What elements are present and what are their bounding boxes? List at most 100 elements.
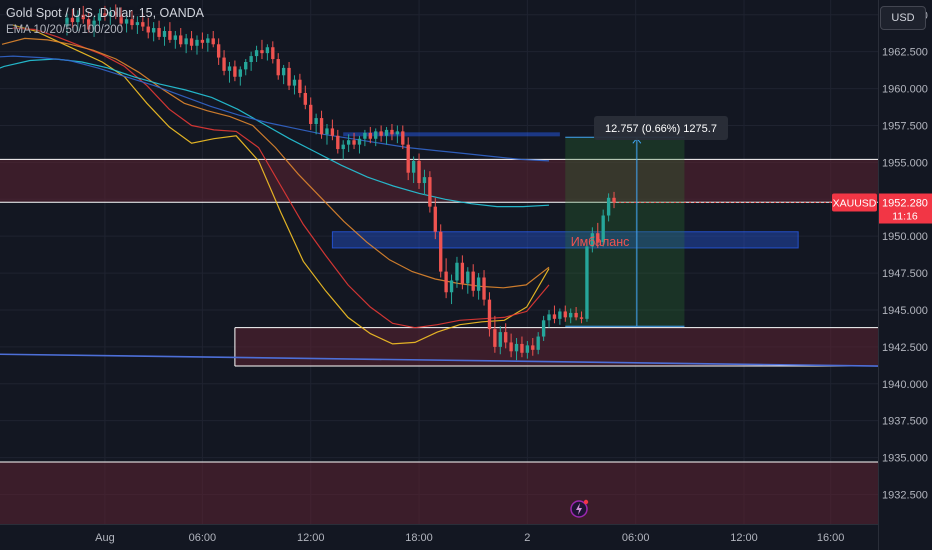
price-tick-6: 1947.500 — [882, 268, 928, 280]
candle-body-13 — [135, 22, 140, 26]
candle-body-29 — [222, 57, 226, 71]
candle-body-35 — [254, 50, 259, 57]
candle-body-68 — [433, 206, 437, 232]
candle-body-18 — [162, 30, 167, 37]
ema-line-2 — [1, 37, 550, 289]
candle-body-50 — [336, 135, 340, 150]
zone-fill-0 — [0, 159, 878, 203]
time-tick-6: 12:00 — [730, 532, 758, 544]
chart-title: Gold Spot / U.S. Dollar, 15, OANDA — [6, 6, 204, 20]
currency-button[interactable]: USD — [880, 6, 926, 30]
candle-body-89 — [547, 314, 551, 321]
candle-body-23 — [189, 38, 194, 46]
candle-body-12 — [130, 19, 134, 26]
ema-lines — [0, 24, 879, 367]
candle-body-1 — [70, 17, 75, 23]
candle-body-66 — [422, 177, 427, 184]
candle-body-17 — [157, 28, 161, 37]
candle-body-14 — [141, 22, 145, 27]
candle-body-72 — [455, 262, 459, 281]
candle-body-33 — [244, 61, 248, 70]
candle-body-76 — [476, 277, 481, 291]
candle-body-60 — [390, 129, 394, 135]
candle-body-92 — [563, 311, 567, 318]
candle-body-97 — [590, 233, 595, 247]
time-tick-0: Aug — [95, 532, 115, 544]
candle-body-65 — [417, 160, 421, 184]
imbalance-line-upper — [343, 132, 560, 137]
candle-body-55 — [363, 132, 367, 139]
candle-body-78 — [487, 299, 492, 330]
price-axis[interactable] — [878, 0, 932, 550]
candle-body-84 — [520, 343, 524, 353]
candle-body-20 — [173, 35, 177, 40]
candle-body-71 — [449, 280, 454, 293]
candle-body-2 — [76, 14, 80, 23]
candle-body-87 — [536, 336, 540, 350]
indicator-legend[interactable]: EMA 10/20/50/100/200 — [6, 24, 124, 36]
ema-line-4 — [0, 55, 550, 162]
candle-body-52 — [346, 140, 351, 145]
time-axis[interactable] — [0, 524, 878, 550]
candle-body-61 — [395, 131, 400, 135]
candle-body-47 — [319, 118, 324, 135]
candle-body-5 — [92, 20, 96, 30]
candle-body-19 — [168, 30, 172, 40]
candle-body-44 — [303, 92, 307, 105]
candle-body-98 — [596, 233, 600, 243]
candle-body-24 — [195, 39, 199, 46]
symbol-tag-box — [832, 193, 877, 212]
candle-body-46 — [314, 118, 318, 124]
candle-body-6 — [97, 13, 102, 21]
candle-body-100 — [606, 197, 611, 216]
long-position-tool[interactable]: 12.757 (0.66%) 1275.7 — [565, 116, 728, 327]
candle-body-57 — [374, 131, 378, 139]
candle-body-39 — [276, 59, 280, 76]
candle-body-16 — [151, 28, 156, 33]
time-tick-4: 2 — [524, 532, 530, 544]
candle-body-48 — [325, 128, 329, 135]
price-tick-12: 1962.500 — [882, 47, 928, 59]
candle-body-4 — [86, 19, 91, 30]
candle-body-21 — [179, 35, 183, 45]
candle-body-28 — [216, 44, 221, 58]
time-tick-3: 18:00 — [405, 532, 433, 544]
ema-line-1 — [12, 27, 550, 329]
candle-body-41 — [287, 67, 291, 86]
price-tick-5: 1945.000 — [882, 305, 928, 317]
candle-body-8 — [108, 11, 113, 17]
candle-body-70 — [444, 271, 448, 293]
candle-body-90 — [552, 314, 557, 319]
candle-body-49 — [330, 128, 335, 136]
candle-body-62 — [401, 131, 405, 145]
candle-body-51 — [341, 144, 345, 150]
ema-line-0 — [12, 24, 550, 345]
symbol-tag-text: XAUUSD — [833, 198, 877, 210]
overlays: Имбаланс — [571, 202, 878, 249]
price-tick-10: 1957.500 — [882, 120, 928, 132]
price-tick-1: 1935.000 — [882, 453, 928, 465]
price-tag-value: 1952.280 — [882, 198, 928, 210]
candle-body-64 — [411, 160, 416, 173]
candle-body-22 — [184, 38, 188, 45]
imbalance-label: Имбаланс — [571, 235, 630, 249]
lightning-icon[interactable] — [570, 499, 589, 518]
candle-body-11 — [124, 19, 129, 24]
candle-body-101 — [612, 197, 616, 203]
price-tag-box — [879, 193, 932, 224]
time-tick-2: 12:00 — [297, 532, 325, 544]
candle-body-86 — [531, 345, 535, 350]
candle-body-34 — [249, 56, 253, 62]
candle-body-80 — [498, 332, 502, 347]
candle-body-40 — [281, 67, 286, 76]
candle-body-56 — [368, 132, 372, 139]
time-tick-5: 06:00 — [622, 532, 650, 544]
candle-body-69 — [439, 231, 443, 272]
zone-fill-1 — [234, 327, 878, 367]
time-tick-1: 06:00 — [189, 532, 217, 544]
candle-body-45 — [309, 104, 313, 124]
candle-body-91 — [558, 311, 562, 319]
candle-body-96 — [585, 246, 589, 319]
